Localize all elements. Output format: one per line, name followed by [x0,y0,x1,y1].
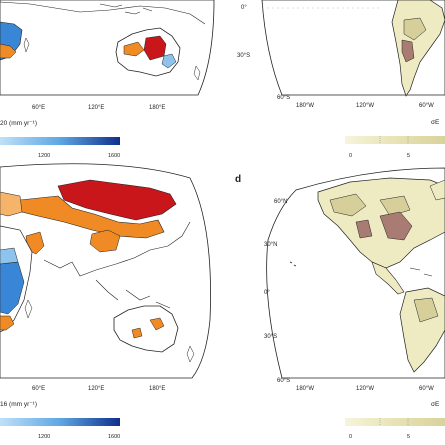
colorbar-title-right-top: σE [431,119,440,126]
colorbar-left-bottom [0,418,120,426]
lon-tick: 120°E [88,105,104,111]
colorbar-right-bottom [345,418,445,426]
lon-tick: 60°E [32,105,45,111]
australia-orange-spots [131,317,165,339]
map-panel-left-top [0,0,215,96]
australia-outline [113,305,179,353]
africa-south-orange [0,315,15,331]
lon-tick: 180°W [296,103,314,109]
colorbar-tick: 5 [407,153,410,159]
australia-orange-region [123,41,145,57]
eurasia-orange-band [19,195,165,239]
colorbar-title-left-bottom: 16 (mm yr⁻¹) [0,401,37,408]
map-panel-right-bottom [266,167,445,379]
south-america-mid [413,297,439,323]
map-panel-right-top [261,0,445,97]
south-america-brown [401,39,415,63]
lat-tick: 60°N [274,199,287,205]
new-zealand [193,65,201,81]
lon-ticks-left-bottom: 60°E 120°E 180°E [32,386,165,392]
madagascar [23,37,30,53]
europe-light-region [0,191,23,217]
russia-red-region [57,179,177,221]
colorbar-right-top [345,136,445,144]
china-orange [89,229,121,253]
north-america-brown [355,211,413,241]
indonesia-islands [99,3,153,15]
colorbar-tick: 1600 [108,434,120,440]
lon-tick: 180°E [149,105,165,111]
north-america-mid [329,193,411,217]
lon-tick: 180°W [296,386,314,392]
lon-tick: 120°W [356,103,374,109]
colorbar-tick: 1200 [38,153,50,159]
lon-tick: 120°W [356,386,374,392]
southeast-asia [95,279,171,309]
lat-tick: 30°S [264,334,277,340]
caribbean [409,267,433,277]
madagascar [24,299,33,319]
colorbar-title-left-top: 20 (mm yr⁻¹) [0,120,37,127]
colorbar-tick: 0 [349,153,352,159]
colorbar-left-top [0,137,120,145]
lon-tick: 180°E [149,386,165,392]
lat-tick: 0° [264,290,270,296]
asia-coastline [43,221,191,277]
central-america [371,261,405,295]
greenland-edge [429,179,445,201]
south-america-mid [403,17,427,41]
lon-tick: 60°W [419,386,434,392]
lat-tick: 30°S [237,53,250,59]
colorbar-tick: 0 [349,434,352,440]
asia-coastline [0,1,206,25]
lon-ticks-right-bottom: 180°W 120°W 60°W [296,386,434,392]
australia-blue-region [161,53,177,69]
panel-label-d: d [235,174,241,185]
colorbar-title-right-bottom: σE [431,401,440,408]
lat-tick: 60°S [277,378,290,384]
lon-tick: 60°W [419,103,434,109]
lon-ticks-right-top: 180°W 120°W 60°W [296,103,434,109]
hawaii-islands [289,261,297,267]
lon-ticks-left-top: 60°E 120°E 180°E [32,105,165,111]
lat-tick: 60°S [277,95,290,101]
new-zealand [186,345,195,363]
colorbar-tick: 1200 [38,434,50,440]
africa-south-orange [0,43,17,59]
lon-tick: 120°E [88,386,104,392]
lat-ticks-right-bottom: 60°N 30°N 0° 30°S 60°S [264,199,290,384]
map-boundary [0,0,215,96]
colorbar-tick: 1600 [108,153,120,159]
africa-light-blue [0,247,19,265]
lat-tick: 30°N [264,242,277,248]
lat-ticks-right-top: 0° 30°S 60°S [237,5,290,101]
lat-tick: 0° [241,5,247,11]
lon-tick: 60°E [32,386,45,392]
colorbar-tick: 5 [407,434,410,440]
map-panel-left-bottom [0,163,211,379]
